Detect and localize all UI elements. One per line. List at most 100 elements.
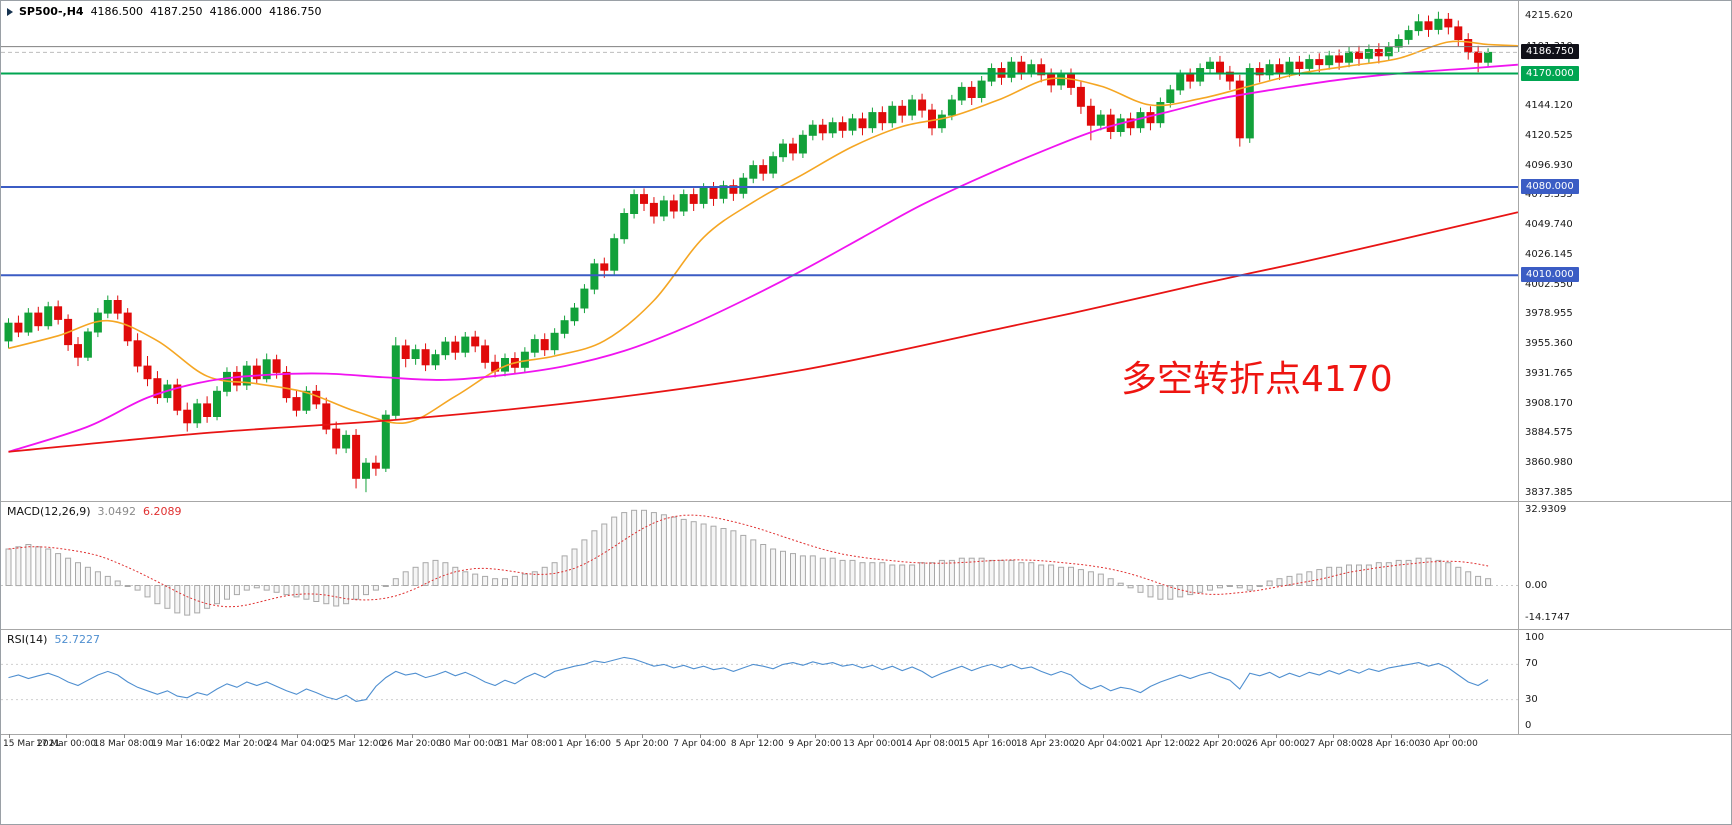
- candle-up: [1394, 39, 1403, 48]
- macd-bar: [780, 550, 786, 586]
- macd-bar: [184, 585, 191, 616]
- candle-up: [679, 194, 688, 212]
- candle-down: [709, 187, 718, 199]
- macd-bar: [45, 548, 52, 586]
- macd-bar: [690, 521, 697, 586]
- macd-bar: [432, 559, 439, 587]
- price-axis[interactable]: 4215.6204191.3104167.7154144.1204120.525…: [1519, 1, 1731, 501]
- panel-separator[interactable]: [1, 501, 1731, 502]
- macd-plot[interactable]: [1, 502, 1518, 629]
- time-axis-label: 13 Apr 00:00: [843, 739, 902, 749]
- macd-bar: [819, 557, 826, 587]
- candle-down: [540, 339, 549, 351]
- macd-bar: [1425, 557, 1432, 587]
- candle-up: [848, 118, 857, 131]
- candle-down: [1275, 64, 1284, 73]
- macd-bar: [1117, 582, 1124, 586]
- macd-bar: [1068, 566, 1074, 587]
- candle-down: [789, 143, 797, 154]
- macd-bar: [1405, 559, 1412, 587]
- candle-down: [1047, 74, 1056, 86]
- macd-bar: [1316, 569, 1323, 587]
- macd-bar: [660, 514, 667, 586]
- price-axis-label: 3860.980: [1525, 457, 1573, 469]
- price-axis-label: 4096.930: [1525, 159, 1573, 171]
- panel-separator[interactable]: [1, 629, 1731, 630]
- macd-bar: [412, 566, 419, 587]
- candle-down: [1037, 64, 1046, 76]
- macd-bar: [1296, 573, 1303, 586]
- price-badge: 4080.000: [1521, 179, 1579, 194]
- rsi-plot[interactable]: [1, 630, 1518, 734]
- candle-up: [1325, 55, 1334, 66]
- time-axis-label: 22 Apr 20:00: [1188, 739, 1248, 749]
- time-axis-label: 22 Mar 20:00: [208, 739, 269, 749]
- macd-axis-label: 32.9309: [1525, 504, 1567, 516]
- candle-down: [1126, 118, 1135, 129]
- macd-bar: [343, 585, 350, 605]
- macd-bar: [1077, 569, 1084, 587]
- macd-bar: [601, 523, 608, 587]
- macd-bar: [670, 516, 677, 587]
- candle-down: [1076, 86, 1085, 107]
- candle-down: [1017, 61, 1026, 73]
- candle-down: [1216, 61, 1224, 73]
- candle-down: [818, 124, 827, 134]
- price-chart-plot[interactable]: [1, 1, 1518, 501]
- candle-down: [640, 194, 648, 204]
- candle-up: [1265, 64, 1274, 76]
- macd-bar: [1187, 585, 1194, 596]
- time-tick: [1160, 734, 1162, 738]
- macd-bar: [1286, 575, 1293, 587]
- time-tick: [1045, 734, 1047, 738]
- candle-down: [14, 322, 23, 333]
- time-axis-label: 8 Apr 12:00: [730, 739, 784, 749]
- candle-down: [352, 434, 361, 479]
- macd-bar: [263, 585, 270, 591]
- time-axis-label: 26 Apr 00:00: [1246, 739, 1306, 749]
- time-axis-label: 9 Apr 20:00: [788, 739, 842, 749]
- time-axis-label: 21 Apr 12:00: [1131, 739, 1190, 749]
- time-tick: [584, 734, 586, 738]
- macd-bar: [313, 585, 320, 602]
- price-axis-label: 3908.170: [1525, 397, 1573, 409]
- candle-up: [83, 331, 92, 358]
- candle-down: [1355, 51, 1363, 59]
- time-axis[interactable]: 15 Mar 2021 17 Mar 00:00 18 Mar 08:00 19 Ma…: [1, 737, 1518, 753]
- macd-bar: [392, 578, 399, 586]
- time-tick: [642, 734, 644, 738]
- candle-up: [1285, 61, 1294, 73]
- time-tick: [354, 734, 356, 738]
- macd-bar: [154, 585, 161, 605]
- macd-bar: [1435, 559, 1442, 587]
- candle-down: [471, 336, 480, 347]
- time-tick: [1390, 734, 1392, 738]
- candle-down: [153, 378, 162, 399]
- candle-down: [371, 462, 380, 469]
- macd-bar: [94, 571, 101, 587]
- macd-bar: [740, 534, 747, 587]
- candle-up: [1007, 61, 1016, 78]
- time-tick: [1275, 734, 1277, 738]
- candle-down: [332, 428, 341, 449]
- candle-down: [421, 349, 430, 366]
- macd-bar: [1127, 585, 1134, 589]
- candle-up: [1116, 118, 1125, 133]
- macd-bar: [1048, 564, 1055, 586]
- candle-down: [1295, 61, 1304, 70]
- candle-down: [649, 202, 658, 217]
- candle-down: [1225, 71, 1234, 82]
- candle-down: [322, 403, 331, 430]
- macd-bar: [144, 585, 151, 598]
- candle-up: [580, 288, 589, 309]
- macd-bar: [710, 525, 717, 586]
- candle-down: [183, 409, 192, 424]
- candle-up: [798, 134, 807, 154]
- candle-down: [1106, 114, 1115, 132]
- ohlc-close: 4186.750: [269, 5, 322, 18]
- macd-bar: [303, 585, 310, 600]
- macd-bar: [720, 528, 727, 586]
- macd-bar: [1415, 557, 1422, 587]
- macd-bar: [621, 512, 628, 587]
- candle-down: [1186, 74, 1195, 82]
